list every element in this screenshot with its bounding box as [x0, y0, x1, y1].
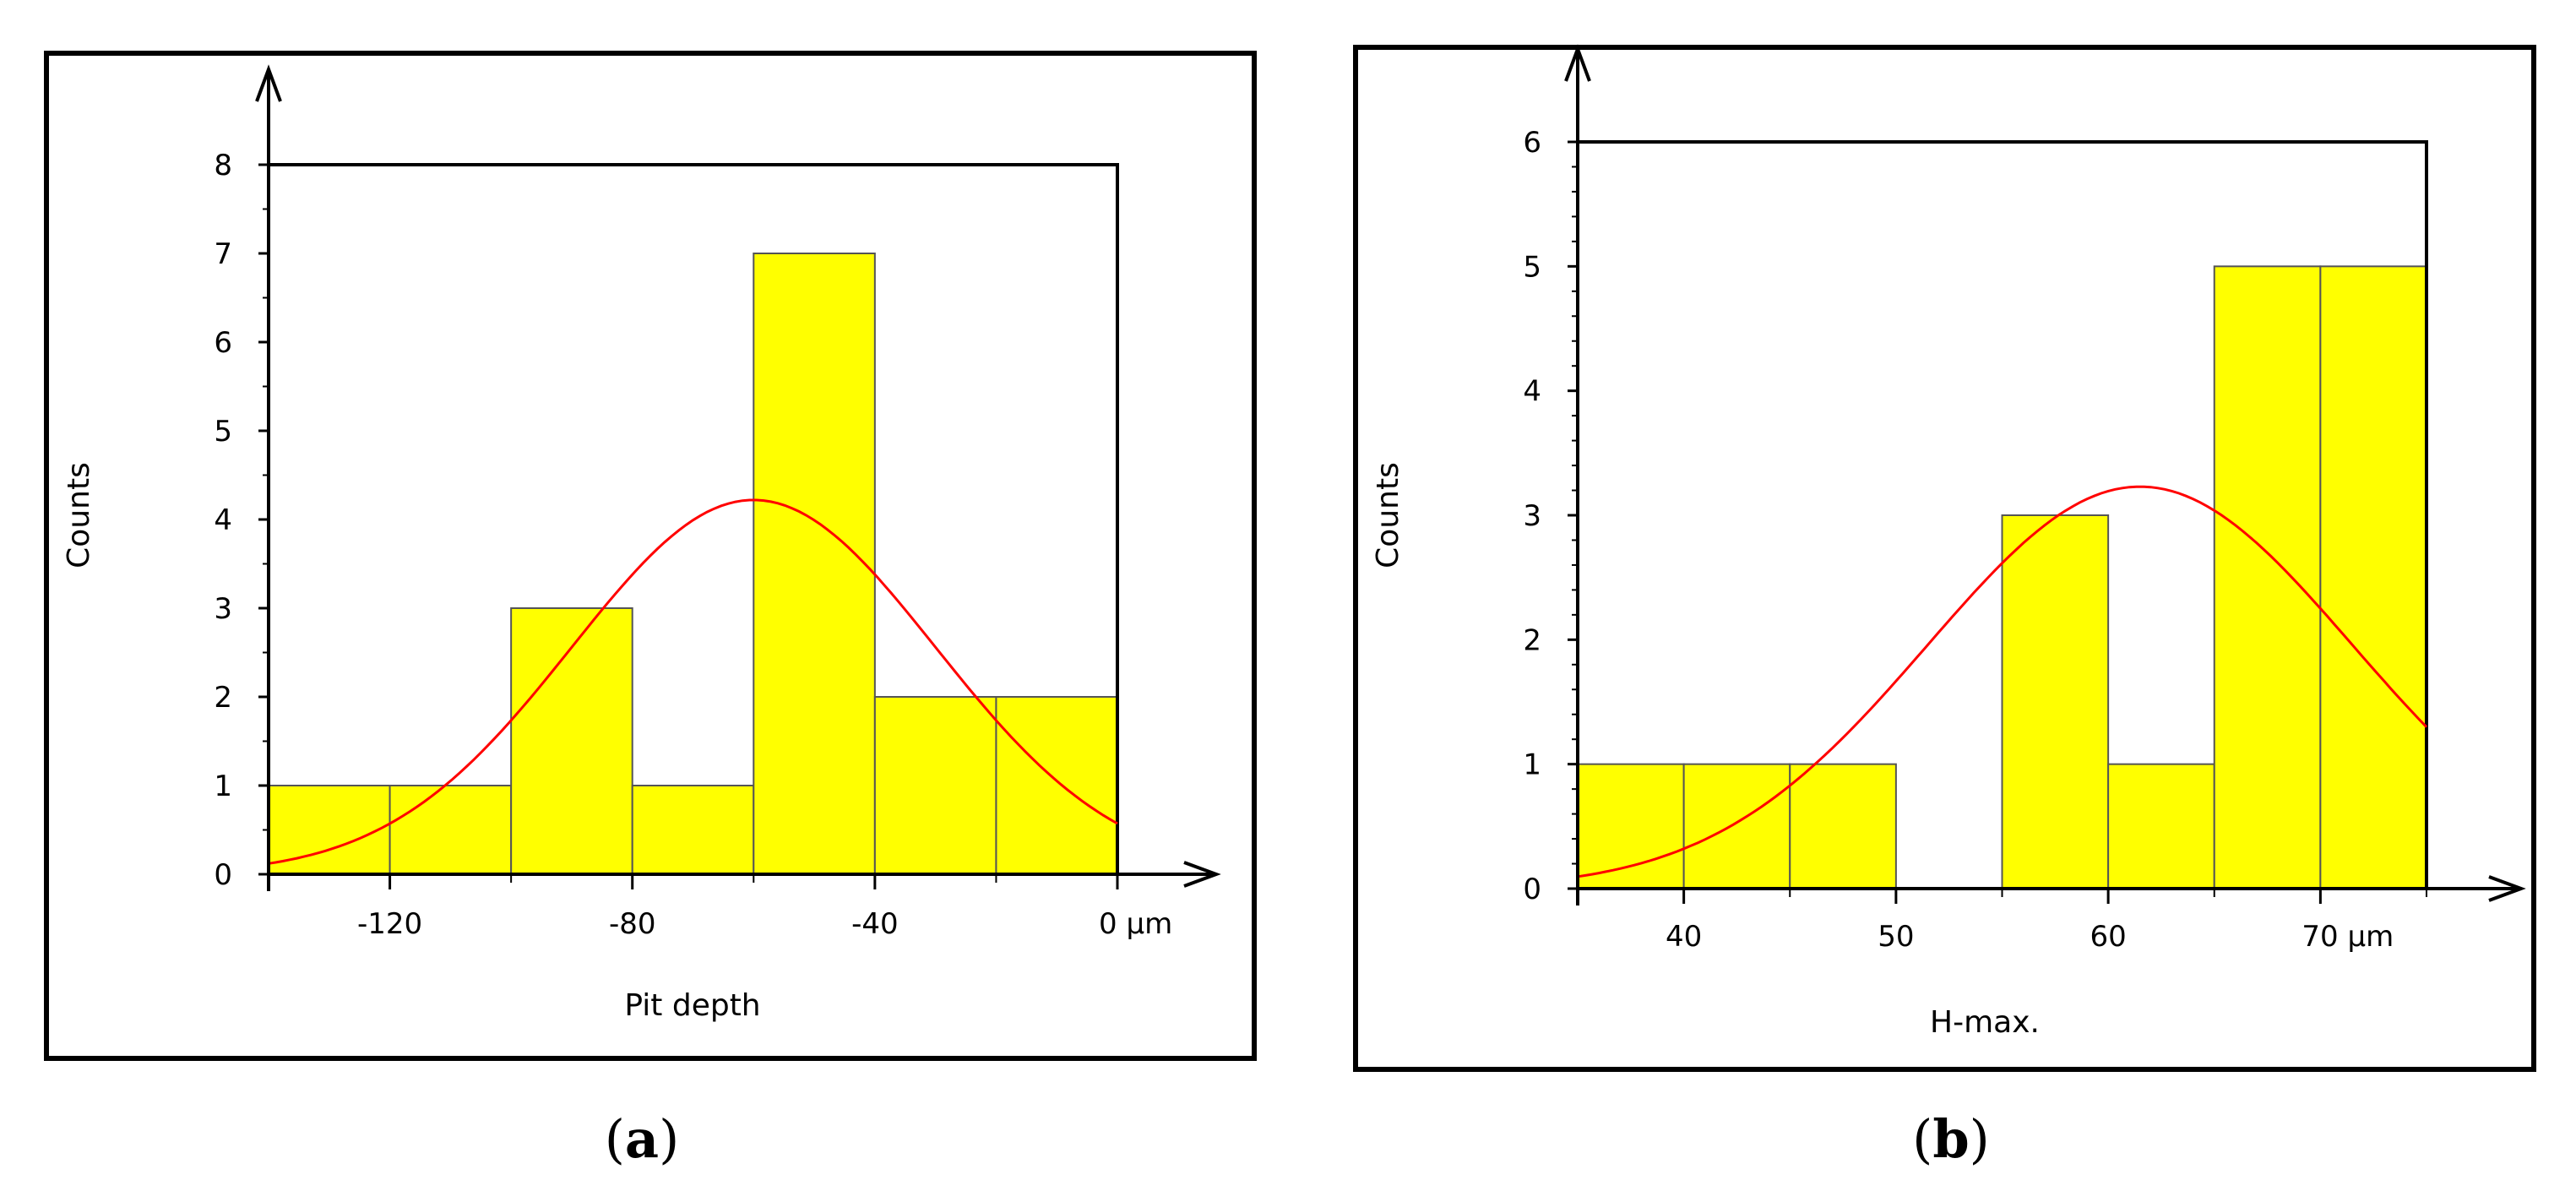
y-tick-label-a-0: 0	[214, 858, 232, 892]
panel-a-frame	[44, 51, 1257, 1061]
panel-label-b-close: )	[1970, 1108, 1990, 1170]
panel-b-frame	[1353, 45, 2536, 1072]
bar-a-4	[753, 253, 876, 875]
panel-label-a: (a)	[605, 1108, 680, 1170]
x-tick-label-b-2: 60	[2090, 920, 2126, 954]
y-tick-label-b-4: 4	[1523, 375, 1541, 409]
panel-label-a-letter: a	[625, 1108, 659, 1170]
fit-curve-b	[1577, 485, 2428, 878]
bar-b-7	[2319, 265, 2427, 890]
y-axis-title-b: Counts	[1371, 462, 1405, 568]
x-tick-label-b-3: 70 µm	[2302, 920, 2394, 954]
x-tick-label-a-3: 0 µm	[1099, 907, 1172, 941]
bar-a-3	[631, 785, 755, 875]
y-tick-label-a-4: 4	[214, 503, 232, 537]
bar-b-1	[1682, 763, 1791, 890]
panel-label-b-letter: b	[1932, 1108, 1969, 1170]
y-tick-label-b-1: 1	[1523, 748, 1541, 782]
bar-a-2	[510, 607, 633, 875]
y-tick-label-a-8: 8	[214, 149, 232, 182]
histogram-a: 0 1 2 3 4 5 6 7 8 -120 -80 -40 0 µm	[214, 64, 1221, 941]
plot-frame-b	[1578, 140, 2428, 889]
bar-b-6	[2213, 265, 2322, 890]
y-tick-label-a-6: 6	[214, 326, 232, 360]
panel-label-a-close: )	[659, 1108, 679, 1170]
bar-a-5	[873, 696, 997, 875]
y-tick-label-a-1: 1	[214, 770, 232, 803]
bar-a-1	[389, 785, 513, 875]
bar-b-5	[2107, 763, 2215, 890]
y-tick-label-b-0: 0	[1523, 873, 1541, 906]
x-axis-arrow-a	[1183, 861, 1221, 888]
x-tick-label-a-0: -120	[357, 907, 422, 941]
panel-label-b-open: (	[1912, 1108, 1932, 1170]
x-tick-label-b-1: 50	[1878, 920, 1914, 954]
bar-a-6	[995, 696, 1119, 875]
y-axis-title-a: Counts	[62, 462, 96, 568]
x-axis-title-b: H-max.	[1930, 1005, 2040, 1040]
panel-label-a-open: (	[605, 1108, 625, 1170]
plot-frame-a	[269, 163, 1119, 874]
y-tick-label-b-6: 6	[1523, 126, 1541, 160]
bar-b-0	[1577, 763, 1685, 890]
histogram-b: 0 1 2 3 4 5 6 40 50 60 70 µm	[1523, 44, 2526, 954]
y-tick-label-a-3: 3	[214, 592, 232, 626]
y-tick-label-a-7: 7	[214, 237, 232, 271]
y-tick-label-b-2: 2	[1523, 623, 1541, 657]
bar-b-2	[1789, 763, 1897, 890]
bar-b-4	[2001, 514, 2110, 889]
y-axis-arrow-b	[1564, 44, 1591, 82]
x-tick-label-a-2: -40	[851, 907, 899, 941]
x-axis-arrow-b	[2488, 875, 2526, 902]
fit-curve-a	[268, 498, 1118, 865]
y-axis-arrow-a	[255, 64, 282, 102]
y-tick-label-a-5: 5	[214, 415, 232, 449]
y-tick-label-a-2: 2	[214, 681, 232, 715]
panel-b: 0 1 2 3 4 5 6 40 50 60 70 µm H-max. Counts (b)	[1353, 44, 2536, 1170]
x-tick-label-b-0: 40	[1666, 920, 1702, 954]
x-axis-title-a: Pit depth	[624, 988, 760, 1023]
panel-a: 0 1 2 3 4 5 6 7 8 -120 -80 -40 0 µm Pit depth Counts…	[44, 51, 1257, 1170]
y-tick-label-b-5: 5	[1523, 250, 1541, 284]
panel-label-b: (b)	[1912, 1108, 1990, 1170]
y-tick-label-b-3: 3	[1523, 499, 1541, 533]
x-tick-label-a-1: -80	[609, 907, 656, 941]
